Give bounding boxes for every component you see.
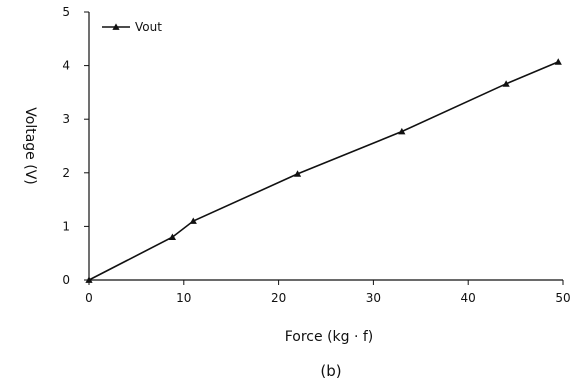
x-tick-label: 20 [271,291,286,305]
x-tick-label: 30 [366,291,381,305]
y-tick-label: 3 [62,112,70,126]
y-tick-label: 1 [62,219,70,233]
axes [88,12,563,281]
data-point-vout [168,233,177,240]
x-tick-label: 50 [555,291,570,305]
data-point-vout [502,80,510,87]
ticks: 0 10 20 30 40 50 0 1 2 3 4 5 [62,5,570,305]
x-tick-label: 0 [85,291,93,305]
series-layer [85,58,562,283]
x-tick-label: 40 [461,291,476,305]
data-point-vout [189,217,197,224]
y-tick-label: 4 [62,59,70,73]
legend-marker-vout [112,23,120,30]
y-tick-label: 5 [62,5,70,19]
x-tick-label: 10 [176,291,191,305]
data-point-vout [293,170,302,177]
legend-label-vout: Vout [135,20,162,34]
y-tick-label: 2 [62,166,70,180]
y-axis-label: Voltage (V) [22,107,38,184]
series-line-vout [88,61,559,281]
figure-caption: (b) [320,362,341,380]
x-axis-label: Force (kg · f) [285,329,374,345]
legend: Vout [102,20,162,34]
data-point-vout [554,58,562,65]
y-tick-label: 0 [62,273,70,287]
data-point-vout [398,127,406,135]
data-point-vout [85,276,93,283]
